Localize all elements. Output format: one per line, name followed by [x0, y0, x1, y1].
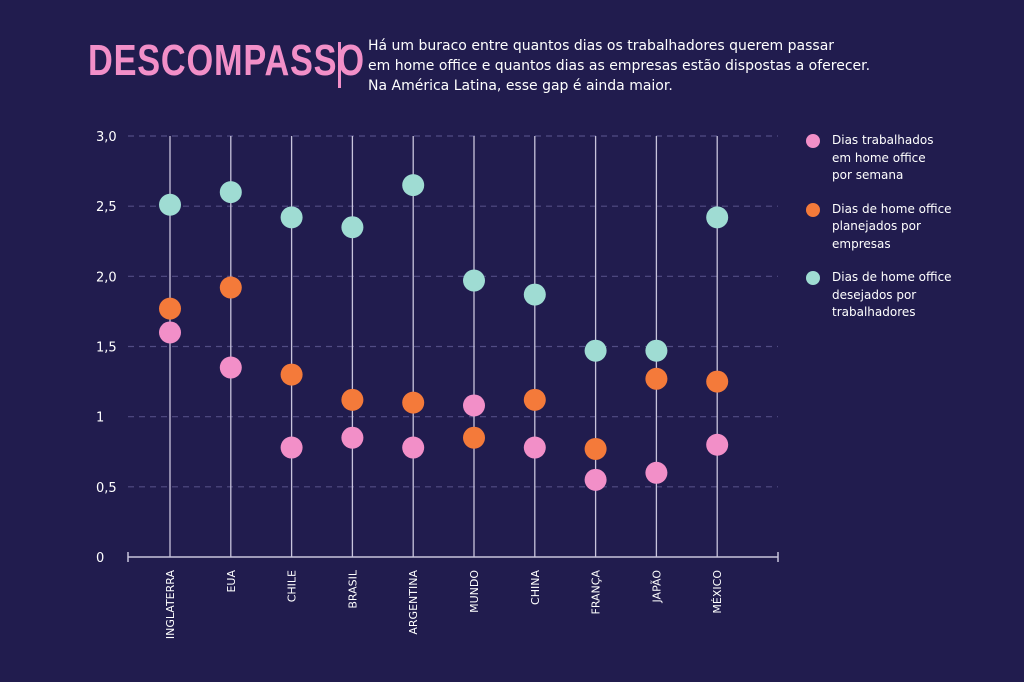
legend-item-planned: Dias de home office planejados por empresa…	[806, 201, 1006, 254]
x-tick-label: EUA	[225, 570, 238, 593]
data-point-worked	[402, 436, 425, 459]
data-point-worked	[341, 426, 364, 449]
x-tick-label: MÉXICO	[711, 570, 724, 614]
legend-label: Dias trabalhados em home office por semana	[832, 133, 934, 182]
data-point-desired	[584, 339, 607, 362]
legend-label: Dias de home office desejados por trabalha…	[832, 270, 952, 319]
chart-title: DESCOMPASSO	[88, 36, 365, 85]
legend-item-worked: Dias trabalhados em home office por semana	[806, 132, 1006, 185]
legend-label: Dias de home office planejados por empresa…	[832, 201, 952, 251]
data-point-desired	[402, 174, 425, 197]
title-divider	[338, 42, 341, 88]
data-point-planned	[523, 388, 546, 411]
data-point-desired	[523, 283, 546, 306]
data-point-worked	[645, 461, 668, 484]
data-point-planned	[159, 297, 181, 320]
x-tick-label: FRANÇA	[590, 570, 603, 615]
x-tick-label: BRASIL	[346, 569, 359, 608]
y-tick-label: 2,5	[96, 200, 117, 215]
y-tick-label: 3,0	[96, 130, 117, 145]
data-point-worked	[523, 436, 546, 459]
data-point-planned	[706, 370, 729, 393]
y-tick-label: 0,5	[96, 481, 117, 496]
data-point-worked	[584, 468, 607, 491]
data-point-planned	[219, 276, 242, 299]
x-tick-label: JAPÃO	[650, 570, 663, 604]
data-point-desired	[341, 216, 364, 239]
chart-subtitle: Há um buraco entre quantos dias os traba…	[368, 36, 871, 96]
data-point-planned	[584, 437, 607, 460]
x-tick-label: CHILE	[286, 570, 299, 602]
y-tick-label: 1	[96, 411, 104, 426]
subtitle-line: Na América Latina, esse gap é ainda maio…	[368, 78, 673, 94]
data-point-planned	[645, 367, 668, 390]
data-point-desired	[645, 339, 668, 362]
x-tick-label: ARGENTINA	[407, 570, 420, 635]
y-tick-label: 0	[96, 551, 104, 566]
data-point-worked	[463, 394, 485, 417]
legend-dot-pink	[806, 134, 820, 148]
y-tick-label: 2,0	[96, 270, 117, 285]
data-point-desired	[219, 181, 242, 204]
x-tick-label: CHINA	[529, 570, 542, 605]
data-point-desired	[280, 206, 303, 229]
data-point-worked	[159, 321, 181, 344]
data-point-desired	[706, 206, 729, 229]
legend-dot-orange	[806, 202, 820, 217]
x-tick-label: MUNDO	[468, 570, 481, 613]
data-point-planned	[463, 426, 485, 449]
data-point-desired	[463, 269, 485, 292]
data-point-worked	[219, 356, 242, 379]
legend-item-desired: Dias de home office desejados por trabalha…	[806, 269, 1006, 322]
data-point-worked	[706, 433, 729, 456]
data-point-planned	[341, 388, 364, 411]
subtitle-line: Há um buraco entre quantos dias os traba…	[368, 38, 835, 54]
legend: Dias trabalhados em home office por semana…	[806, 132, 1006, 338]
legend-dot-teal	[806, 271, 820, 285]
x-tick-label: INGLATERRA	[164, 570, 177, 640]
data-point-desired	[159, 193, 181, 216]
data-point-planned	[280, 363, 303, 386]
data-point-worked	[280, 436, 303, 459]
subtitle-line: em home office e quantos dias as empresa…	[368, 58, 871, 74]
data-point-planned	[402, 391, 425, 414]
y-tick-label: 1,5	[96, 341, 117, 356]
